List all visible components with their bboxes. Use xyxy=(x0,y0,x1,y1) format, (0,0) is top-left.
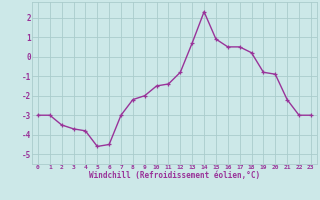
X-axis label: Windchill (Refroidissement éolien,°C): Windchill (Refroidissement éolien,°C) xyxy=(89,171,260,180)
